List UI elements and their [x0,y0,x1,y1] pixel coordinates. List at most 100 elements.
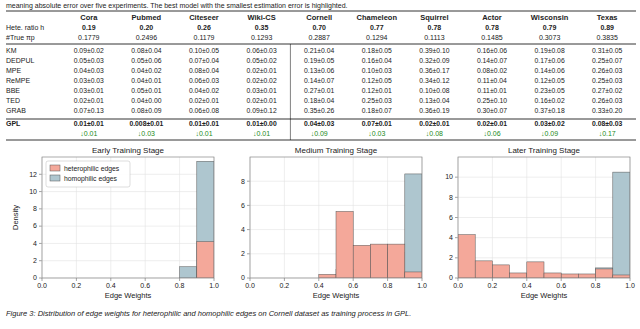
tick [39,191,42,192]
bar [527,262,544,278]
tick [39,226,42,227]
row-label: TED [6,97,20,104]
cell: 0.25±0.10 [477,97,507,104]
tick [179,278,180,281]
cell: 0.03±0.01 [74,87,104,94]
cell: 0.02±0.01 [477,120,507,127]
tick [455,237,458,238]
cell: 0.33±0.20 [592,107,622,114]
tick [595,278,596,281]
cell: 0.14±0.06 [534,67,564,74]
bar [405,272,422,278]
grid-line [250,205,422,206]
cell: 0.04±0.02 [131,67,161,74]
cell: 0.16±0.02 [534,97,564,104]
cell: 0.08±0.04 [131,47,161,54]
column-header: Texas [597,13,618,22]
improvement: ↓0.17 [599,130,616,137]
cell: 0.08±0.02 [477,67,507,74]
cell: 0.008±0.01 [129,120,163,127]
cell: 0.02±0.01 [74,97,104,104]
bar [180,267,197,278]
tick [284,278,285,281]
tick [145,278,146,281]
cell: 0.01±0.01 [74,120,104,127]
row-label: DEDPUL [6,57,35,64]
x-tick-label: 0.2 [72,282,82,289]
cell: 0.25±0.03 [362,97,392,104]
bar [578,274,595,278]
tick [455,217,458,218]
cell: 0.07±0.01 [362,120,392,127]
cell: 0.89 [600,24,614,31]
tick [526,278,527,281]
x-axis-label: Edge Weights [105,291,152,300]
cell: 0.2887 [308,34,330,41]
cell: 0.18±0.04 [304,97,334,104]
y-tick-label: 2 [241,250,245,257]
grid-line [561,157,562,278]
x-axis-label: Edge Weights [521,291,568,300]
tick [250,278,251,281]
cell: 0.05±0.02 [246,57,276,64]
y-tick-label: 0 [33,274,37,281]
cell: 0.16±0.04 [362,57,392,64]
cell: 0.36±0.17 [419,67,449,74]
cell: 0.77 [370,24,384,31]
tick [455,257,458,258]
cell: 0.30±0.07 [477,107,507,114]
row-label: GPL [6,120,21,127]
cell: 0.1293 [251,34,273,41]
bars [458,172,630,278]
x-tick-label: 0.0 [453,282,463,289]
legend-entry: heterophilic edges [64,165,120,173]
bar [613,172,630,278]
cell: 0.16±0.06 [477,47,507,54]
cell: 0.06±0.03 [246,47,276,54]
cell: 0.37±0.18 [534,107,564,114]
tick [422,278,423,281]
cell: 0.12±0.05 [362,77,392,84]
cell: 0.31±0.05 [592,47,622,54]
x-tick-label: 0.6 [348,282,358,289]
cell: 0.02±0.01 [246,67,276,74]
bar [388,244,405,278]
x-tick-label: 0.8 [383,282,393,289]
bar [336,211,353,278]
tick [39,243,42,244]
y-tick-label: 8 [241,178,245,185]
cell: 0.08±0.03 [592,120,622,127]
chart-title: Medium Training Stage [295,146,378,155]
tick [455,177,458,178]
row-label: ReMPE [6,77,30,84]
legend-swatch [50,165,60,171]
improvement: ↓0.09 [311,130,328,137]
cell: 0.12±0.01 [362,87,392,94]
plot-area [42,157,214,278]
cell: 0.21±0.04 [304,47,334,54]
cell: 0.13±0.04 [419,97,449,104]
x-tick-label: 0.2 [488,282,498,289]
table-rule [6,140,636,141]
grid-line [42,243,214,244]
cell: 0.04±0.01 [131,77,161,84]
improvement: ↓0.01 [80,130,97,137]
bar [596,268,613,278]
row-label: Hete. ratio h [6,24,44,31]
cell: 0.06±0.03 [189,77,219,84]
cell: 0.26 [197,24,211,31]
cell: 0.04±0.02 [189,87,219,94]
y-tick-label: 4 [449,234,453,241]
improvement: ↓0.01 [195,130,212,137]
cell: 0.78 [428,24,442,31]
tick [214,278,215,281]
tick [110,278,111,281]
tick [39,174,42,175]
cell: 0.08±0.04 [189,67,219,74]
tick [630,278,631,281]
cell: 0.12±0.05 [534,77,564,84]
tick [247,278,250,279]
column-header: Chameleon [357,13,398,22]
cell: 0.78 [485,24,499,31]
cell: 0.04±0.03 [74,67,104,74]
